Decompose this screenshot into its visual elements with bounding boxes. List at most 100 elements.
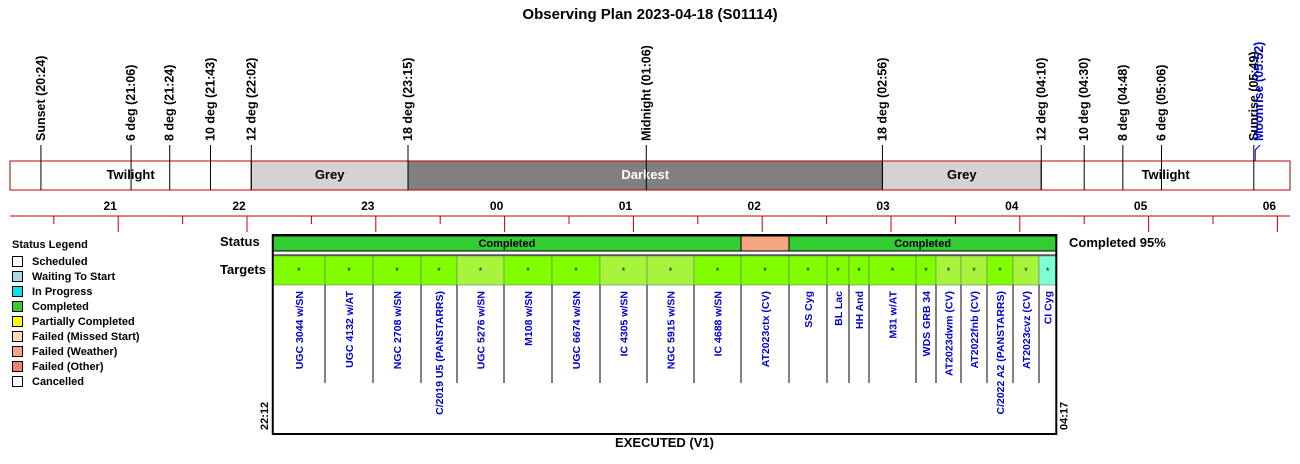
status-segment xyxy=(788,235,1057,252)
target-cell xyxy=(1038,255,1057,286)
target-cell xyxy=(503,255,553,286)
target-name: C/2019 U5 (PANSTARRS) xyxy=(434,291,446,415)
event-label: 6 deg (21:06) xyxy=(124,65,138,141)
event-label: Midnight (01:06) xyxy=(639,45,653,141)
legend-swatch xyxy=(12,331,23,342)
completion-summary: Completed 95% xyxy=(1069,235,1166,250)
legend-swatch xyxy=(12,361,23,372)
event-label: 12 deg (04:10) xyxy=(1034,58,1048,141)
target-name: BL Lac xyxy=(833,291,845,326)
target-cell xyxy=(826,255,850,286)
target-name: M108 w/SN xyxy=(523,291,535,346)
legend-item: Completed xyxy=(12,299,140,314)
target-marker: * xyxy=(972,266,976,276)
target-cell xyxy=(456,255,505,286)
hour-label: 04 xyxy=(1005,199,1019,213)
target-name: M31 w/AT xyxy=(888,290,900,338)
target-cell xyxy=(420,255,458,286)
legend-swatch xyxy=(12,376,23,387)
legend-swatch xyxy=(12,256,23,267)
target-name: AT2022fnb (CV) xyxy=(969,291,981,368)
legend-item: Scheduled xyxy=(12,254,140,269)
target-cell xyxy=(324,255,374,286)
status-legend: Status Legend Scheduled Waiting To Start I… xyxy=(12,239,140,389)
target-name: UGC 4132 w/AT xyxy=(344,290,356,367)
event-label: 10 deg (21:43) xyxy=(204,58,218,141)
moonrise-marker xyxy=(1254,144,1261,161)
target-cell xyxy=(788,255,828,286)
target-name: IC 4688 w/SN xyxy=(713,291,725,356)
legend-item: In Progress xyxy=(12,284,140,299)
legend-item: Failed (Other) xyxy=(12,359,140,374)
target-name: AT2023cvz (CV) xyxy=(1021,291,1033,369)
target-cell xyxy=(868,255,917,286)
legend-label: Failed (Weather) xyxy=(32,345,118,358)
target-name: SS Cyg xyxy=(803,291,815,328)
legend-label: Waiting To Start xyxy=(32,270,116,283)
target-marker: * xyxy=(836,266,840,276)
hour-label: 06 xyxy=(1263,199,1277,213)
target-name: UGC 3044 w/SN xyxy=(294,291,306,369)
target-marker: * xyxy=(347,266,351,276)
target-name: IC 4305 w/SN xyxy=(619,291,631,356)
target-marker: * xyxy=(526,266,530,276)
target-marker: * xyxy=(924,266,928,276)
event-label: 8 deg (21:24) xyxy=(163,65,177,141)
end-time: 04:17 xyxy=(1058,402,1070,430)
phase-label: Twilight xyxy=(1142,167,1191,182)
target-marker: * xyxy=(716,266,720,276)
target-name: C/2022 A2 (PANSTARRS) xyxy=(995,291,1007,415)
target-marker: * xyxy=(763,266,767,276)
hour-label: 00 xyxy=(490,199,504,213)
target-cell xyxy=(915,255,937,286)
target-marker: * xyxy=(479,266,483,276)
status-legend-title: Status Legend xyxy=(12,239,88,251)
status-segment-label: Completed xyxy=(894,238,951,250)
target-cell xyxy=(848,255,870,286)
target-marker: * xyxy=(395,266,399,276)
status-segment-label: Completed xyxy=(478,238,535,250)
target-marker: * xyxy=(857,266,861,276)
target-marker: * xyxy=(947,266,951,276)
phase-label: Darkest xyxy=(621,167,669,182)
target-name: HH And xyxy=(854,291,866,329)
target-marker: * xyxy=(574,266,578,276)
legend-label: Failed (Missed Start) xyxy=(32,330,140,343)
phase-band xyxy=(407,160,883,191)
target-name: NGC 2708 w/SN xyxy=(392,291,404,369)
target-cell xyxy=(960,255,988,286)
plan-title: Observing Plan 2023-04-18 (S01114) xyxy=(522,6,778,23)
target-marker: * xyxy=(806,266,810,276)
schedule-frame xyxy=(271,234,1058,435)
target-name: AT2023ctx (CV) xyxy=(760,291,772,367)
legend-label: Cancelled xyxy=(32,375,84,388)
event-label: Sunset (20:24) xyxy=(34,56,48,141)
event-label: 18 deg (02:56) xyxy=(875,58,889,141)
hour-label: 22 xyxy=(232,199,246,213)
status-segment xyxy=(272,235,742,252)
legend-item: Failed (Weather) xyxy=(12,344,140,359)
event-label: 18 deg (23:15) xyxy=(401,58,415,141)
target-cell xyxy=(740,255,790,286)
legend-item: Cancelled xyxy=(12,374,140,389)
event-label: 12 deg (22:02) xyxy=(244,58,258,141)
legend-label: Scheduled xyxy=(32,255,88,268)
start-time: 22:12 xyxy=(259,402,271,430)
target-cell xyxy=(986,255,1014,286)
target-cell xyxy=(599,255,648,286)
executed-label: EXECUTED (V1) xyxy=(615,435,714,450)
hour-label: 01 xyxy=(619,199,633,213)
hour-label: 23 xyxy=(361,199,375,213)
phase-label: Grey xyxy=(947,167,977,182)
legend-label: Completed xyxy=(32,300,89,313)
legend-swatch xyxy=(12,301,23,312)
legend-swatch xyxy=(12,286,23,297)
legend-item: Partially Completed xyxy=(12,314,140,329)
target-cell xyxy=(693,255,742,286)
target-cell xyxy=(935,255,962,286)
legend-swatch xyxy=(12,316,23,327)
hour-label: 21 xyxy=(104,199,118,213)
event-label: 8 deg (04:48) xyxy=(1116,65,1130,141)
legend-swatch xyxy=(12,346,23,357)
